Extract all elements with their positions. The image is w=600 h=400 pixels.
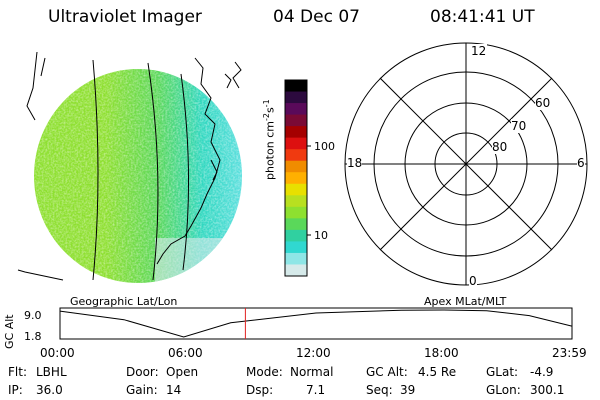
timeline-left-title: Geographic Lat/Lon: [70, 295, 178, 308]
orbit-altitude-line: [59, 309, 572, 338]
status-dsp-label: Dsp:: [246, 383, 274, 397]
status-gain-label: Gain:: [126, 383, 158, 397]
status-flt-label: Flt:: [8, 365, 27, 379]
timeline-x-tick-1: 06:00: [168, 346, 203, 360]
colorbar-band: [285, 195, 307, 208]
colorbar-band: [285, 114, 307, 127]
status-dsp-value: 7.1: [306, 383, 326, 397]
colorbar-band: [285, 241, 307, 254]
status-gain-value: 14: [166, 383, 182, 397]
colorbar-band: [285, 264, 307, 277]
polar-mlt-12: 12: [470, 44, 488, 58]
status-mode-value: Normal: [290, 365, 334, 379]
colorbar-band: [285, 160, 307, 173]
status-door-label: Door:: [126, 365, 159, 379]
status-gcalt-value: 4.5 Re: [418, 365, 457, 379]
colorbar-tick-10: 10: [314, 229, 328, 242]
colorbar-band: [285, 229, 307, 242]
status-glat-value: -4.9: [530, 365, 554, 379]
colorbar-band: [285, 218, 307, 231]
colorbar-tick-100: 100: [314, 140, 335, 153]
polar-mlt-18: 18: [347, 156, 363, 170]
earth-uv-image: [17, 51, 242, 283]
colorbar-band: [285, 172, 307, 185]
colorbar-band: [285, 91, 307, 104]
colorbar-band: [285, 206, 307, 219]
timeline-x-tick-3: 18:00: [424, 346, 459, 360]
status-glon-value: 300.1: [530, 383, 565, 397]
status-seq-value: 39: [400, 383, 416, 397]
colorbar-band: [285, 80, 307, 93]
status-seq-label: Seq:: [366, 383, 393, 397]
status-glat-label: GLat:: [486, 365, 519, 379]
status-ip-label: IP:: [8, 383, 23, 397]
instrument-title: Ultraviolet Imager: [48, 7, 202, 27]
timeline-y-tick-bottom: 1.8: [24, 330, 42, 343]
colorbar-band: [285, 183, 307, 196]
timeline-y-tick-top: 9.0: [24, 309, 42, 322]
timeline-right-title: Apex MLat/MLT: [424, 295, 507, 308]
status-flt-value: LBHL: [36, 365, 67, 379]
polar-lat-80: 80: [492, 140, 508, 154]
image-date: 04 Dec 07: [273, 7, 360, 27]
timeline-x-tick-2: 12:00: [296, 346, 331, 360]
status-door-value: Open: [166, 365, 199, 379]
colorbar-band: [285, 252, 307, 265]
status-glon-label: GLon:: [486, 383, 521, 397]
timeline-x-tick-0: 00:00: [40, 346, 75, 360]
polar-mlt-0: 0: [469, 274, 477, 288]
status-mode-label: Mode:: [246, 365, 283, 379]
intensity-colorbar: [284, 79, 311, 277]
status-ip-value: 36.0: [36, 383, 63, 397]
colorbar-band: [285, 137, 307, 150]
orbit-altitude-plot: [59, 307, 573, 340]
polar-mlt-grid: [344, 42, 588, 286]
polar-mlt-6: 6: [577, 156, 585, 170]
colorbar-band: [285, 103, 307, 116]
timeline-x-tick-4: 23:59: [552, 346, 587, 360]
image-time: 08:41:41 UT: [430, 7, 535, 27]
colorbar-band: [285, 149, 307, 162]
polar-lat-60: 60: [535, 96, 551, 110]
colorbar-axis-label: photon cm-2s-1: [262, 99, 277, 180]
colorbar-band: [285, 126, 307, 139]
timeline-y-label: GC Alt: [3, 314, 16, 349]
polar-lat-70: 70: [511, 119, 527, 133]
status-gcalt-label: GC Alt:: [366, 365, 408, 379]
